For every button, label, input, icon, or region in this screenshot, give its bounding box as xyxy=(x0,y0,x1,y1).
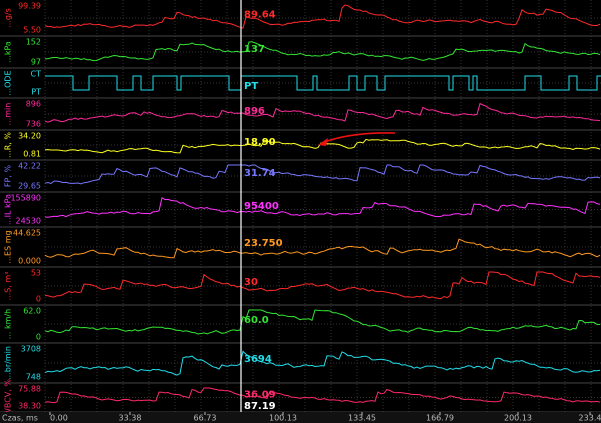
channel-value: PT xyxy=(244,81,258,92)
trace xyxy=(44,350,601,376)
channel-value: 30 xyxy=(244,277,258,288)
channel-max: 34.20 xyxy=(18,132,41,141)
tick-label: 200.13 xyxy=(504,414,532,423)
annotation-arrowhead xyxy=(318,138,328,146)
trace xyxy=(44,164,601,185)
axis-label: Czas, ms xyxy=(2,414,38,423)
channel-value: 95400 xyxy=(244,201,279,212)
channel-max: 896 xyxy=(26,100,41,109)
channel-name: ...min xyxy=(4,103,13,126)
channel-min: 0.000 xyxy=(18,257,41,266)
trace xyxy=(45,75,601,91)
channel-max: 62.0 xyxy=(23,307,41,316)
tick-label: 100.13 xyxy=(269,414,297,423)
channel-max: 152 xyxy=(26,38,41,47)
channel-name: ... km/h xyxy=(4,309,13,339)
channel-min: 29.65 xyxy=(18,182,41,191)
channel-value: 18.90 xyxy=(244,137,276,148)
channel-max: 155890 xyxy=(10,194,41,203)
trace xyxy=(44,197,601,218)
channel-name: ...kPa xyxy=(4,41,13,63)
tick-label: 66.73 xyxy=(194,414,217,423)
tick-label: 133.45 xyxy=(348,414,376,423)
tick-label: 166.79 xyxy=(426,414,454,423)
channel-min: 0.81 xyxy=(23,150,41,159)
channel-name: ...R, % xyxy=(4,132,13,158)
channel-value: 60.0 xyxy=(244,315,269,326)
channel-name: ...br/min xyxy=(4,346,13,380)
channel-min: PT xyxy=(31,88,41,97)
channel-value: 896 xyxy=(244,106,265,117)
channel-max: CT xyxy=(31,70,42,79)
axis-bar xyxy=(0,412,601,423)
trace xyxy=(44,387,601,404)
channel-min: 5.50 xyxy=(23,26,41,35)
tick-label: 0.00 xyxy=(50,414,68,423)
tick-label: 233.4 xyxy=(579,414,601,423)
channel-name: ...ES mg xyxy=(4,230,13,263)
channel-max: 75.88 xyxy=(18,385,41,394)
channel-name: WBCV, % xyxy=(4,379,13,416)
tick-label: 33.38 xyxy=(119,414,142,423)
channel-min: 24530 xyxy=(16,217,41,226)
channel-name: FP, % xyxy=(4,165,13,188)
channel-value: 89.64 xyxy=(244,9,276,20)
channel-max: 99.39 xyxy=(18,2,41,11)
cursor-extra-value: 87.19 xyxy=(244,401,276,412)
trace xyxy=(44,238,601,259)
trace xyxy=(44,4,601,29)
channel-max: 3708 xyxy=(21,345,41,354)
channel-max: 42.22 xyxy=(18,162,41,171)
channel-min: 38.30 xyxy=(18,402,41,411)
annotation-arrow xyxy=(321,132,396,144)
channel-name: ...g/s xyxy=(4,8,13,28)
channel-value: 137 xyxy=(244,44,265,55)
channel-max: 53 xyxy=(31,269,41,278)
channel-max: 44.625 xyxy=(13,229,41,238)
channel-min: 736 xyxy=(26,120,41,129)
trace xyxy=(44,41,601,62)
channel-min: 748 xyxy=(26,373,41,382)
channel-min: 0 xyxy=(36,295,41,304)
channel-name: ...IL kPa xyxy=(4,194,13,225)
channel-value: 36.09 xyxy=(244,390,276,401)
channel-value: 31.74 xyxy=(244,168,276,179)
channel-name: ...S, m³ xyxy=(4,272,13,301)
channel-value: 3694 xyxy=(244,354,272,365)
trace xyxy=(44,102,601,123)
channel-name: ...ODE xyxy=(4,70,13,95)
channel-min: 0 xyxy=(36,333,41,342)
channel-min: 97 xyxy=(31,58,41,67)
channel-value: 23.750 xyxy=(244,238,283,249)
trace xyxy=(44,271,601,300)
trace xyxy=(44,309,601,335)
